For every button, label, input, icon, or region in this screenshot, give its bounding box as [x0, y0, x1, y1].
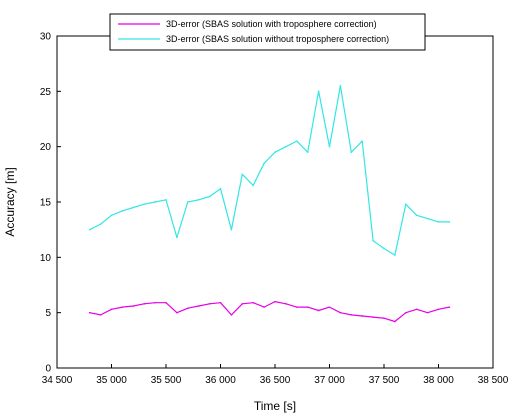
series-point	[99, 314, 102, 316]
legend-label-without-correction: 3D-error (SBAS solution without troposph…	[166, 34, 389, 44]
series-point	[241, 173, 244, 176]
series-point	[110, 214, 113, 217]
series-point	[372, 316, 374, 318]
series-point	[154, 301, 156, 304]
y-tick-label: 15	[40, 198, 52, 209]
x-tick-label: 38 000	[423, 375, 454, 386]
series-point	[187, 307, 189, 310]
series-point	[383, 247, 385, 250]
series-point	[219, 301, 222, 304]
series-point	[361, 315, 364, 317]
series-point	[263, 306, 265, 308]
series-point	[110, 308, 113, 311]
series-point	[197, 198, 200, 201]
y-axis-title: Accuracy [m]	[3, 167, 17, 236]
series-point	[143, 203, 145, 206]
series-point	[143, 303, 145, 305]
x-axis-title: Time [s]	[254, 399, 296, 413]
series-point	[415, 214, 418, 217]
series-line-without-correction	[89, 85, 450, 256]
series-point	[263, 162, 265, 165]
series-point	[176, 236, 178, 239]
series-point	[230, 228, 233, 231]
series-point	[317, 309, 320, 312]
series-point	[208, 195, 211, 198]
series-point	[350, 314, 353, 316]
series-point	[121, 210, 124, 212]
series-point	[197, 305, 200, 307]
x-tick-label: 37 000	[314, 375, 345, 386]
y-tick-label: 20	[40, 142, 52, 153]
series-point	[317, 90, 320, 93]
y-tick-label: 5	[45, 308, 51, 319]
y-tick-label: 25	[40, 87, 52, 98]
series-point	[132, 206, 135, 209]
plot-frame	[56, 35, 494, 369]
series-point	[328, 306, 331, 308]
series-point	[154, 201, 156, 203]
series-point	[296, 306, 298, 308]
x-tick-label: 37 500	[369, 375, 400, 386]
series-point	[252, 184, 254, 187]
series-point	[405, 203, 407, 206]
series-point	[437, 308, 440, 311]
series-point	[350, 151, 353, 153]
series-point	[165, 301, 167, 304]
x-tick-label: 35 500	[151, 375, 182, 386]
series-point	[394, 254, 396, 256]
series-point	[132, 305, 135, 307]
y-tick-label: 0	[45, 364, 51, 375]
series-point	[372, 239, 374, 242]
y-tick-label: 10	[40, 253, 52, 264]
series-point	[99, 223, 102, 225]
series-point	[426, 311, 429, 314]
series-point	[296, 140, 298, 142]
x-tick-label: 34 500	[42, 375, 73, 386]
x-tick-label: 36 000	[205, 375, 236, 386]
series-point	[285, 145, 287, 148]
x-tick-label: 36 500	[260, 375, 291, 386]
series-point	[176, 311, 178, 314]
series-point	[241, 303, 244, 305]
series-point	[405, 311, 407, 314]
series-point	[187, 201, 189, 203]
series-point	[426, 217, 429, 220]
series-line-with-correction	[89, 301, 450, 323]
series-point	[339, 311, 342, 314]
series-point	[274, 300, 276, 303]
series-point	[394, 320, 396, 323]
series-layer	[88, 85, 451, 323]
legend: 3D-error (SBAS solution with troposphere…	[109, 13, 426, 51]
series-point	[88, 311, 91, 314]
series-point	[208, 303, 211, 305]
x-axis-ticks: 34 500 35 000 35 500 36 000 36 500 37 000 37 5…	[42, 364, 509, 386]
series-point	[306, 306, 309, 308]
series-point	[437, 221, 440, 223]
legend-label-with-correction: 3D-error (SBAS solution with troposphere…	[166, 19, 377, 29]
series-point	[361, 140, 364, 142]
series-point	[415, 308, 418, 311]
series-point	[252, 301, 254, 304]
series-point	[88, 228, 91, 231]
series-point	[306, 151, 309, 153]
series-point	[165, 198, 167, 201]
series-point	[219, 187, 222, 190]
series-point	[274, 151, 276, 153]
series-point	[383, 317, 385, 320]
series-point	[328, 145, 331, 148]
series-point	[285, 303, 287, 305]
y-tick-label: 30	[40, 32, 52, 43]
series-point	[448, 306, 451, 308]
x-tick-label: 38 500	[478, 375, 509, 386]
series-point	[339, 85, 342, 87]
series-point	[230, 314, 233, 316]
series-point	[448, 221, 451, 223]
series-point	[121, 306, 124, 308]
y-axis-ticks: 0 5 10 15 20 25 30	[40, 32, 61, 375]
x-tick-label: 35 000	[96, 375, 127, 386]
legend-box	[109, 13, 426, 51]
